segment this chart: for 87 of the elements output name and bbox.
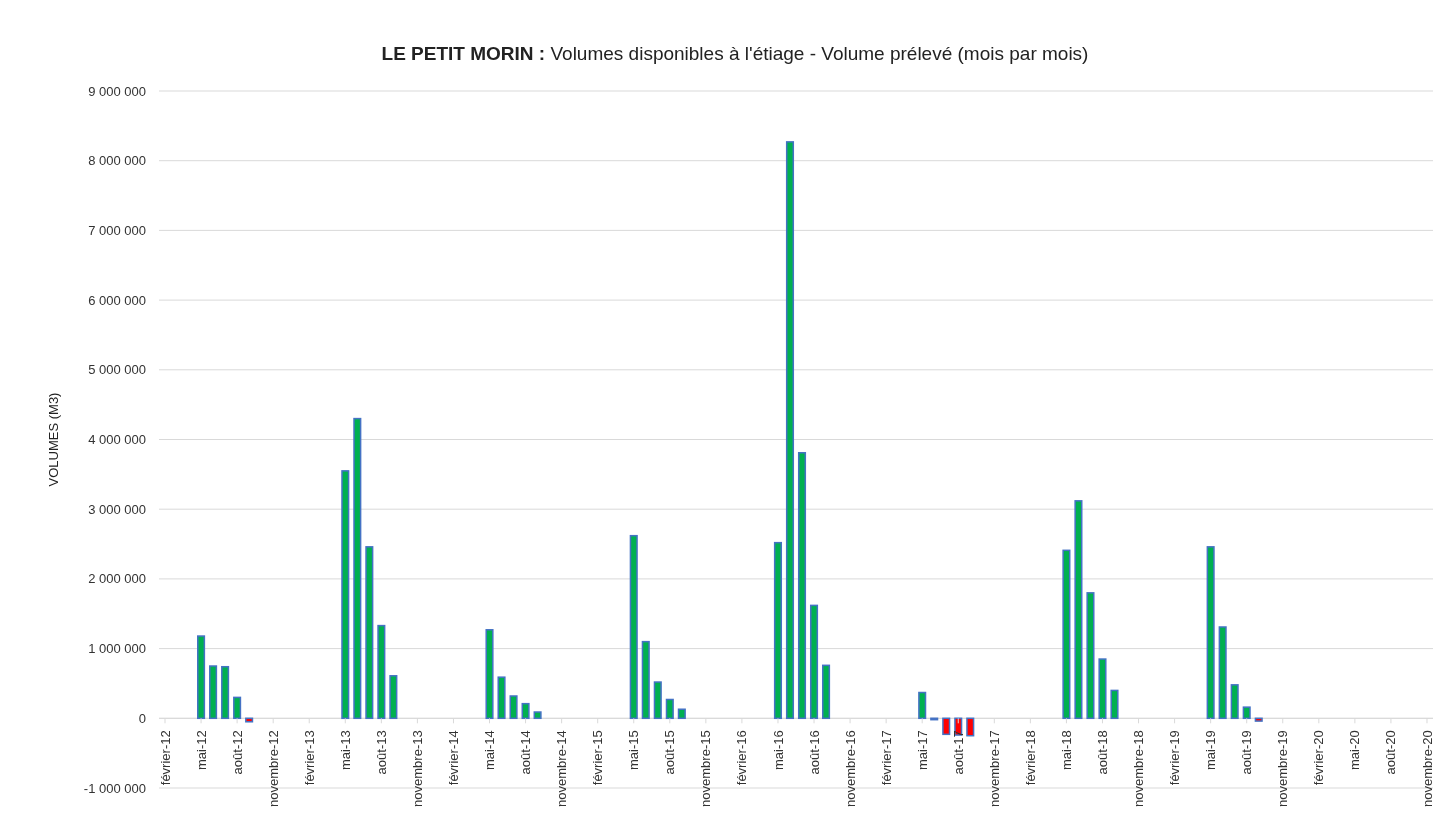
y-tick-label: 9 000 000 [88, 83, 146, 99]
bar [785, 141, 795, 720]
x-tick-label: novembre-18 [1131, 730, 1147, 807]
y-axis-title: VOLUMES (M3) [46, 392, 61, 487]
x-tick-label: novembre-19 [1275, 730, 1291, 807]
y-tick-label: 1 000 000 [88, 641, 146, 657]
y-tick-label: -1 000 000 [83, 780, 146, 796]
bar [966, 717, 975, 737]
bar [1254, 717, 1263, 722]
x-tick-label: mai-12 [193, 730, 209, 771]
y-tick-label: 0 [138, 710, 146, 726]
x-tick-label: février-15 [590, 730, 606, 786]
bar [797, 451, 807, 720]
bar [521, 702, 530, 720]
bar [233, 696, 242, 720]
x-tick-label: février-13 [301, 730, 317, 786]
y-tick-label: 2 000 000 [88, 571, 146, 587]
x-tick-label: août-12 [229, 730, 245, 775]
x-tick-label: novembre-15 [698, 730, 714, 807]
bar [377, 624, 386, 720]
x-tick-label: février-12 [157, 730, 173, 786]
bar [1242, 706, 1251, 720]
bar [1062, 549, 1071, 720]
y-tick-label: 6 000 000 [88, 292, 146, 308]
x-tick-label: février-20 [1311, 730, 1327, 786]
bar [809, 604, 819, 720]
bar [485, 629, 494, 720]
x-tick-label: mai-19 [1203, 730, 1219, 771]
x-tick-label: mai-17 [914, 730, 930, 771]
bar [509, 695, 518, 720]
bar [353, 417, 362, 720]
x-tick-label: mai-20 [1347, 730, 1363, 771]
x-tick-label: août-15 [662, 730, 678, 775]
bar [629, 534, 638, 720]
bar [497, 676, 506, 720]
bar [1074, 500, 1083, 720]
bar [1218, 626, 1227, 720]
x-tick-label: août-17 [950, 730, 966, 775]
bar [533, 711, 542, 720]
bar [918, 691, 927, 720]
x-tick-label: février-16 [734, 730, 750, 786]
x-tick-label: novembre-16 [842, 730, 858, 807]
x-tick-label: novembre-12 [265, 730, 281, 807]
x-tick-label: août-14 [518, 730, 534, 775]
bar [221, 665, 230, 720]
bar [641, 640, 650, 720]
bar [197, 635, 206, 720]
bar [1110, 689, 1119, 720]
y-tick-label: 3 000 000 [88, 501, 146, 517]
x-tick-label: août-20 [1383, 730, 1399, 775]
bar [389, 675, 398, 720]
bar [942, 717, 951, 736]
x-tick-label: février-17 [878, 730, 894, 786]
x-tick-label: novembre-17 [986, 730, 1002, 807]
bar [341, 470, 350, 720]
x-tick-label: août-19 [1239, 730, 1255, 775]
x-tick-label: mai-13 [337, 730, 353, 771]
bar [209, 665, 218, 720]
y-tick-label: 4 000 000 [88, 432, 146, 448]
x-tick-label: novembre-20 [1419, 730, 1435, 807]
bar [245, 717, 254, 723]
x-tick-label: août-16 [806, 730, 822, 775]
x-tick-label: mai-14 [482, 730, 498, 771]
x-tick-label: août-18 [1095, 730, 1111, 775]
bar [1098, 658, 1107, 720]
bar [653, 681, 662, 720]
bar [1086, 592, 1095, 720]
bar [821, 664, 831, 720]
x-tick-label: novembre-14 [554, 730, 570, 807]
bar [665, 698, 674, 720]
chart-title: LE PETIT MORIN : Volumes disponibles à l'étiage - Volume prélevé (mois par mois) [381, 43, 1089, 64]
bar [677, 708, 686, 720]
y-tick-label: 8 000 000 [88, 153, 146, 169]
bar [773, 541, 783, 720]
x-tick-label: février-18 [1022, 730, 1038, 786]
x-tick-label: mai-16 [770, 730, 786, 771]
x-tick-label: mai-15 [626, 730, 642, 771]
bar [1230, 684, 1239, 720]
bar [365, 546, 374, 720]
y-tick-label: 7 000 000 [88, 222, 146, 238]
y-tick-label: 5 000 000 [88, 362, 146, 378]
x-tick-label: février-14 [446, 730, 462, 786]
x-tick-label: août-13 [373, 730, 389, 775]
x-tick-label: mai-18 [1058, 730, 1074, 771]
bar [1206, 546, 1215, 720]
x-tick-label: novembre-13 [409, 730, 425, 807]
x-tick-label: février-19 [1167, 730, 1183, 786]
